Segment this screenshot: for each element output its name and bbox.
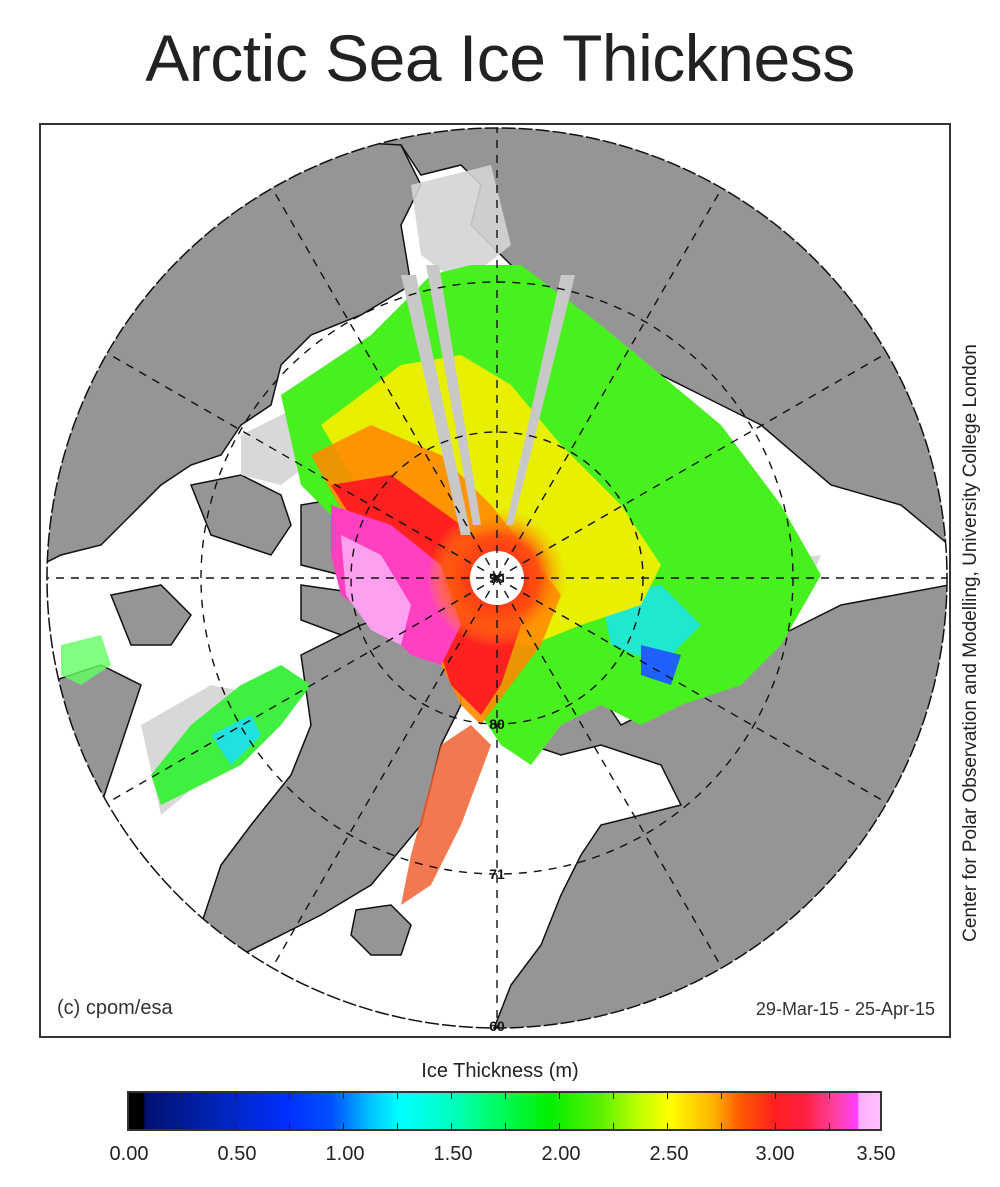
colorbar-tick xyxy=(667,1123,668,1129)
map-boundary xyxy=(46,127,948,1029)
lat-label-60: 60 xyxy=(489,1018,505,1034)
colorbar-tick xyxy=(289,1123,290,1129)
colorbar-tick xyxy=(559,1123,560,1129)
credit-label: Center for Polar Observation and Modelli… xyxy=(960,344,981,942)
colorbar-tick xyxy=(829,1123,830,1129)
copyright-label: (c) cpom/esa xyxy=(57,997,173,1019)
colorbar-labels: 0.00 0.50 1.00 1.50 2.00 2.50 3.00 3.50 xyxy=(0,1143,1000,1173)
colorbar-tick xyxy=(775,1123,776,1129)
colorbar xyxy=(127,1091,882,1131)
colorbar-label: 0.50 xyxy=(217,1143,257,1165)
colorbar-tick xyxy=(829,1093,830,1099)
date-range-label: 29-Mar-15 - 25-Apr-15 xyxy=(755,999,935,1019)
colorbar-tick xyxy=(505,1093,506,1099)
colorbar-tick xyxy=(289,1093,290,1099)
lat-label-80: 80 xyxy=(489,716,505,732)
colorbar-label: 3.00 xyxy=(755,1143,795,1165)
colorbar-label: 2.50 xyxy=(649,1143,689,1165)
graticule xyxy=(47,128,947,1028)
colorbar-tick xyxy=(397,1123,398,1129)
colorbar-title: Ice Thickness (m) xyxy=(421,1060,579,1082)
polar-map: 90 80 71 60 xyxy=(46,127,948,1034)
colorbar-tick xyxy=(181,1093,182,1099)
colorbar-label: 1.00 xyxy=(325,1143,365,1165)
colorbar-tick xyxy=(397,1093,398,1099)
colorbar-tick xyxy=(667,1093,668,1099)
lat-label-90: 90 xyxy=(489,570,505,586)
colorbar-tick xyxy=(235,1123,236,1129)
colorbar-label: 2.00 xyxy=(541,1143,581,1165)
lat-label-71: 71 xyxy=(489,866,505,882)
land-masses xyxy=(47,128,947,1028)
colorbar-tick xyxy=(235,1093,236,1099)
colorbar-tick xyxy=(613,1093,614,1099)
colorbar-tick xyxy=(343,1123,344,1129)
map-frame: 90 80 71 60 (c) cpom/esa 29-Mar-15 - 25-… xyxy=(39,123,951,1038)
colorbar-label: 3.50 xyxy=(856,1143,896,1165)
colorbar-tick xyxy=(505,1123,506,1129)
colorbar-tick xyxy=(451,1123,452,1129)
colorbar-label: 0.00 xyxy=(109,1143,149,1165)
colorbar-tick xyxy=(181,1123,182,1129)
colorbar-tick xyxy=(613,1123,614,1129)
page-title: Arctic Sea Ice Thickness xyxy=(145,21,855,95)
colorbar-tick xyxy=(721,1093,722,1099)
colorbar-tick xyxy=(451,1093,452,1099)
colorbar-tick xyxy=(775,1093,776,1099)
ice-thickness-field xyxy=(61,265,821,905)
colorbar-tick xyxy=(721,1123,722,1129)
colorbar-tick xyxy=(343,1093,344,1099)
colorbar-tick xyxy=(559,1093,560,1099)
colorbar-label: 1.50 xyxy=(433,1143,473,1165)
